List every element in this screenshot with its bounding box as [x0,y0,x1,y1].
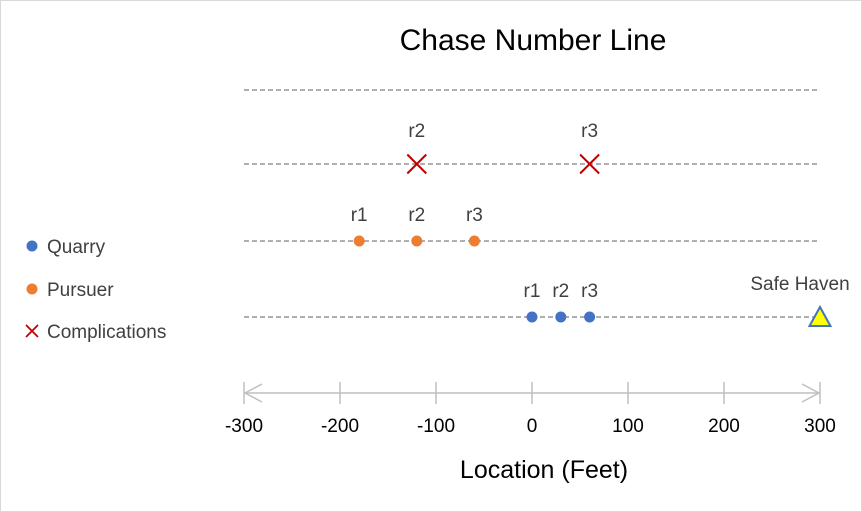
complications-point-label: r2 [408,121,425,142]
quarry-point-label: r3 [581,281,598,302]
x-tick-label: 200 [708,416,740,437]
safe-haven-marker [807,304,833,327]
quarry-point [555,311,567,323]
x-tick-label: -300 [225,416,263,437]
legend-quarry-symbol [26,240,38,252]
pursuer-point [353,235,365,247]
x-axis-right-arrow [801,383,821,403]
legend-complications-label: Complications [47,322,166,343]
x-tick-label: 0 [527,416,538,437]
complications-marker [579,153,600,175]
chart-title: Chase Number Line [400,24,667,57]
x-axis: -300 -200 -100 0 100 200 300 [225,382,836,437]
complications-point-label: r3 [581,121,598,142]
legend-complications-symbol [25,324,39,338]
pursuer-point-label: r1 [351,205,368,226]
quarry-point-label: r2 [552,281,569,302]
x-axis-left-arrow [243,383,263,403]
legend: Quarry Pursuer Complications [25,237,166,343]
quarry-point [584,311,596,323]
x-tick-label: -100 [417,416,455,437]
legend-pursuer-symbol [26,283,38,295]
quarry-point-label: r1 [524,281,541,302]
safe-haven-label: Safe Haven [750,274,849,295]
x-tick-label: 100 [612,416,644,437]
data-marks: r1 r2 r3 r1 r2 r3 r2 r3 Safe Haven [351,121,850,327]
pursuer-point [411,235,423,247]
complications-marker [406,153,428,175]
pursuer-point-label: r3 [466,205,483,226]
x-tick-label: -200 [321,416,359,437]
legend-quarry-label: Quarry [47,237,106,258]
x-axis-title: Location (Feet) [460,456,628,484]
pursuer-point [468,235,480,247]
legend-pursuer-label: Pursuer [47,280,114,301]
quarry-point [526,311,538,323]
x-tick-label: 300 [804,416,836,437]
pursuer-point-label: r2 [408,205,425,226]
